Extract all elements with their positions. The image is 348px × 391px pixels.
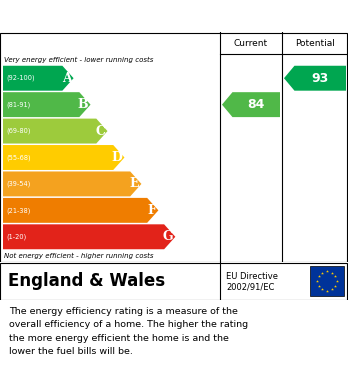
Text: (81-91): (81-91) — [6, 101, 30, 108]
Text: (69-80): (69-80) — [6, 128, 31, 135]
Text: 93: 93 — [311, 72, 329, 85]
Polygon shape — [3, 145, 125, 170]
Bar — [310, 266, 344, 296]
Text: 84: 84 — [247, 98, 265, 111]
Polygon shape — [3, 66, 73, 91]
Polygon shape — [222, 92, 280, 117]
Text: Not energy efficient - higher running costs: Not energy efficient - higher running co… — [4, 253, 153, 259]
Text: 2002/91/EC: 2002/91/EC — [226, 282, 274, 291]
Text: Potential: Potential — [295, 38, 335, 47]
Text: (21-38): (21-38) — [6, 207, 30, 213]
Text: Very energy efficient - lower running costs: Very energy efficient - lower running co… — [4, 57, 153, 63]
Text: (1-20): (1-20) — [6, 233, 26, 240]
Polygon shape — [284, 66, 346, 91]
Text: G: G — [163, 230, 173, 243]
Text: D: D — [112, 151, 122, 164]
Text: EU Directive: EU Directive — [226, 272, 278, 281]
Text: Energy Efficiency Rating: Energy Efficiency Rating — [9, 9, 211, 23]
Text: E: E — [130, 178, 140, 190]
Polygon shape — [3, 224, 175, 249]
Text: (92-100): (92-100) — [6, 75, 34, 81]
Text: (55-68): (55-68) — [6, 154, 31, 161]
Polygon shape — [3, 118, 108, 143]
Text: The energy efficiency rating is a measure of the
overall efficiency of a home. T: The energy efficiency rating is a measur… — [9, 307, 248, 356]
Text: B: B — [78, 98, 88, 111]
Text: F: F — [148, 204, 156, 217]
Polygon shape — [3, 92, 90, 117]
Text: (39-54): (39-54) — [6, 181, 30, 187]
Text: C: C — [95, 125, 105, 138]
Polygon shape — [3, 198, 158, 223]
Text: Current: Current — [234, 38, 268, 47]
Polygon shape — [3, 172, 141, 196]
Text: A: A — [62, 72, 72, 85]
Text: England & Wales: England & Wales — [8, 272, 165, 290]
